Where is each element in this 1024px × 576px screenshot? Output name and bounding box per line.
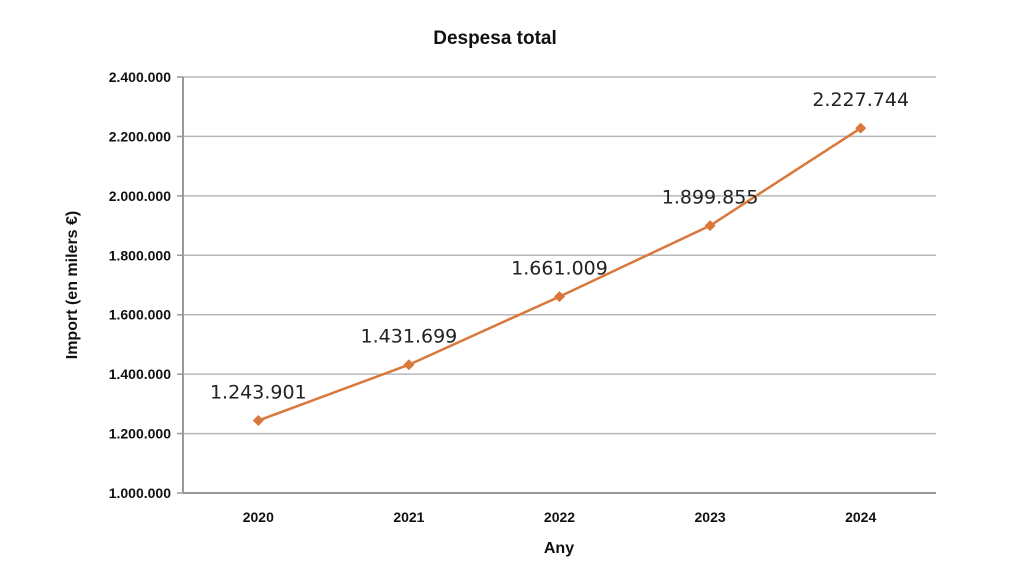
- data-label: 2.227.744: [812, 89, 909, 111]
- x-tick-label: 2020: [243, 509, 274, 525]
- data-point-marker: [403, 359, 415, 371]
- data-label: 1.899.855: [662, 187, 759, 209]
- data-label: 1.431.699: [361, 326, 458, 348]
- x-axis-label: Any: [544, 540, 574, 557]
- y-tick-label: 1.800.000: [109, 247, 171, 263]
- y-tick-label: 1.400.000: [109, 366, 171, 382]
- y-tick-label: 2.000.000: [109, 188, 171, 204]
- y-tick-label: 1.000.000: [109, 485, 171, 501]
- data-label: 1.661.009: [511, 258, 608, 280]
- y-tick-label: 1.600.000: [109, 307, 171, 323]
- data-point-marker: [704, 220, 716, 232]
- data-point-marker: [554, 291, 565, 303]
- x-tick-label: 2022: [544, 509, 575, 525]
- chart-title: Despesa total: [433, 28, 557, 49]
- data-point-marker: [252, 415, 264, 427]
- y-tick-label: 2.400.000: [109, 69, 171, 85]
- x-tick-label: 2021: [393, 509, 424, 525]
- data-label: 1.243.901: [210, 382, 307, 404]
- y-axis-label: Import (en milers €): [64, 211, 81, 359]
- y-tick-label: 1.200.000: [109, 426, 171, 442]
- x-tick-label: 2023: [695, 509, 726, 525]
- y-tick-label: 2.200.000: [109, 128, 171, 144]
- x-tick-label: 2024: [845, 509, 876, 525]
- data-point-marker: [855, 122, 867, 134]
